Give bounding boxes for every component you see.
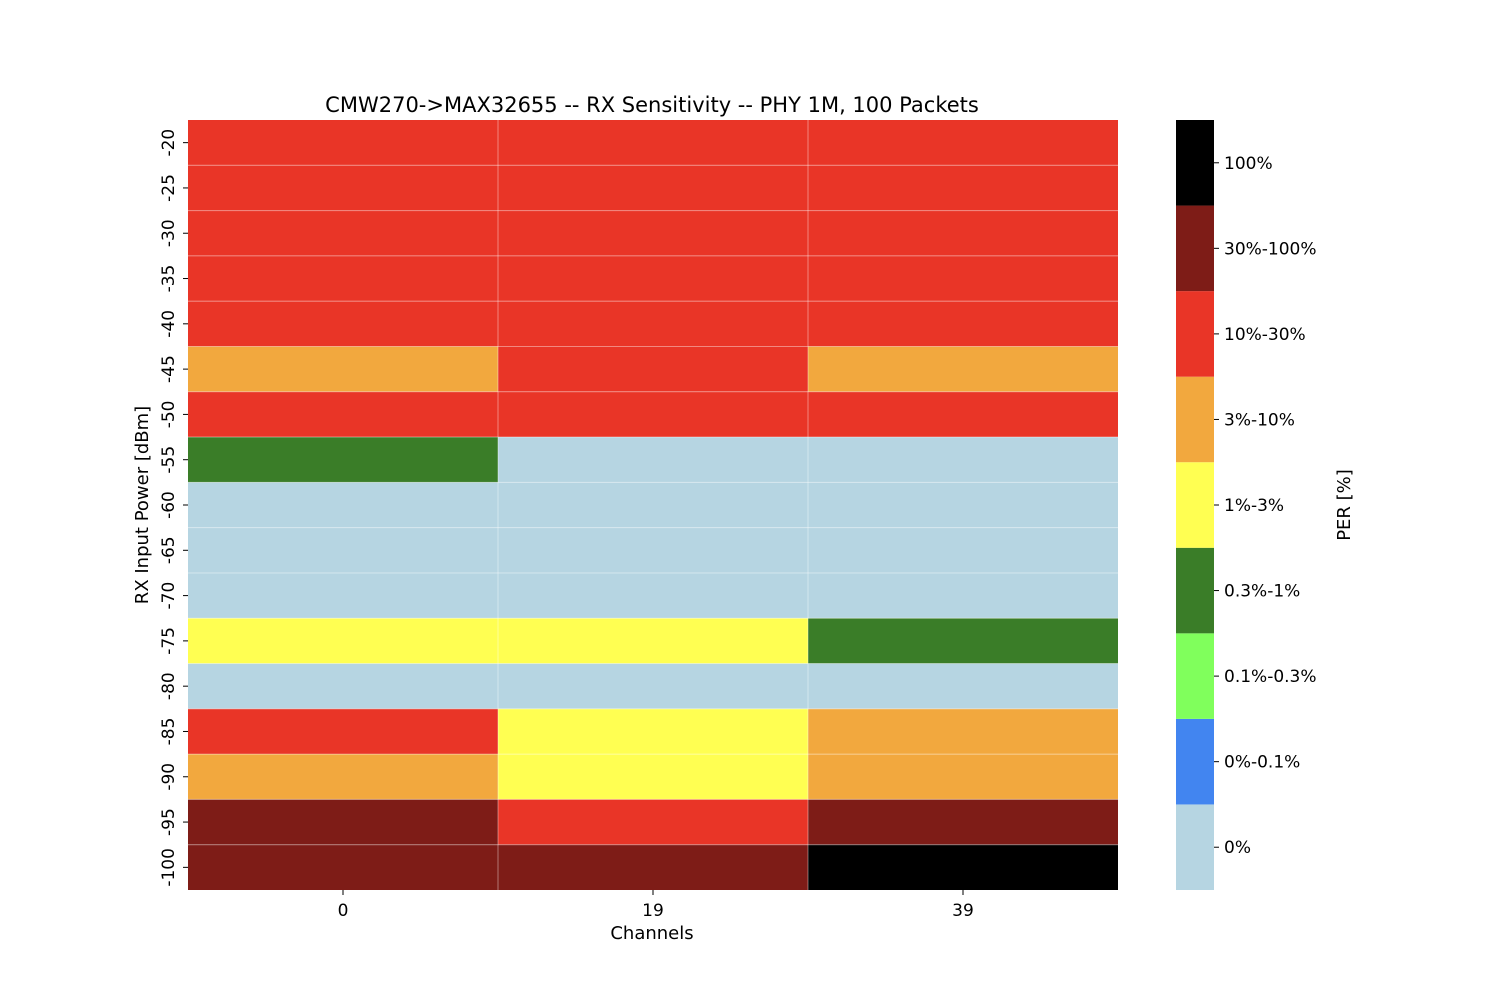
heatmap-cell xyxy=(498,799,808,845)
heatmap-cell xyxy=(188,663,498,709)
heatmap-cell xyxy=(498,391,808,438)
x-tick-label: 19 xyxy=(642,901,664,921)
y-tick-label: -60 xyxy=(159,491,179,519)
heatmap-cell xyxy=(188,210,498,256)
heatmap-cell xyxy=(808,255,1118,302)
heatmap-cell xyxy=(188,120,498,166)
colorbar-swatch xyxy=(1176,718,1214,805)
heatmap-cells xyxy=(188,120,1118,890)
colorbar-tick-label: 0.1%-0.3% xyxy=(1224,667,1317,687)
heatmap-cell xyxy=(498,482,808,528)
x-tick-label: 39 xyxy=(952,901,974,921)
heatmap-cell xyxy=(498,120,808,166)
heatmap-cell xyxy=(188,754,498,800)
colorbar-label: PER [%] xyxy=(1334,469,1355,541)
x-tick-label: 0 xyxy=(338,901,349,921)
colorbar-tick-label: 0%-0.1% xyxy=(1224,753,1300,773)
heatmap-cell xyxy=(808,391,1118,438)
y-tick-label: -90 xyxy=(159,763,179,791)
heatmap-cell xyxy=(498,708,808,755)
y-tick-label: -45 xyxy=(159,355,179,383)
heatmap-cell xyxy=(188,527,498,573)
colorbar: 0% 0%-0.1% 0.1%-0.3% 0.3%-1% 1%-3% 3%-10% 10%-… xyxy=(1176,120,1317,890)
y-tick-label: -25 xyxy=(159,174,179,202)
heatmap-cell xyxy=(808,618,1118,664)
heatmap-cell xyxy=(188,618,498,664)
y-tick-label: -20 xyxy=(159,129,179,157)
colorbar-swatch xyxy=(1176,633,1214,719)
heatmap-cell xyxy=(498,663,808,709)
heatmap-cell xyxy=(188,708,498,755)
heatmap-cell xyxy=(188,255,498,302)
colorbar-swatch xyxy=(1176,547,1214,634)
y-tick-label: -50 xyxy=(159,401,179,429)
y-tick-label: -55 xyxy=(159,446,179,474)
heatmap-cell xyxy=(808,482,1118,528)
heatmap-cell xyxy=(498,255,808,302)
heatmap-cell xyxy=(808,437,1118,483)
chart-title: CMW270->MAX32655 -- RX Sensitivity -- PH… xyxy=(325,93,979,117)
heatmap-cell xyxy=(808,301,1118,347)
y-tick-label: -70 xyxy=(159,582,179,610)
colorbar-tick-label: 10%-30% xyxy=(1224,325,1306,345)
heatmap-cell xyxy=(808,210,1118,256)
heatmap-cell xyxy=(808,527,1118,573)
y-tick-label: -30 xyxy=(159,219,179,247)
y-tick-label: -100 xyxy=(159,848,179,887)
heatmap-cell xyxy=(808,663,1118,709)
heatmap-cell xyxy=(498,754,808,800)
heatmap-cell xyxy=(188,391,498,438)
heatmap-cell xyxy=(188,482,498,528)
heatmap-cell xyxy=(808,572,1118,619)
heatmap-cell xyxy=(808,754,1118,800)
heatmap-cell xyxy=(188,346,498,392)
colorbar-swatch xyxy=(1176,804,1214,890)
y-tick-label: -75 xyxy=(159,627,179,655)
heatmap-gridlines xyxy=(188,120,1118,890)
heatmap-cell xyxy=(808,346,1118,392)
colorbar-tick-label: 3%-10% xyxy=(1224,410,1295,430)
heatmap-cell xyxy=(188,799,498,845)
heatmap-cell xyxy=(188,165,498,211)
heatmap-cell xyxy=(498,527,808,573)
y-axis-label: RX Input Power [dBm] xyxy=(132,406,153,604)
colorbar-tick-label: 0.3%-1% xyxy=(1224,582,1300,602)
x-axis-label: Channels xyxy=(610,923,693,944)
heatmap-cell xyxy=(498,844,808,890)
y-tick-label: -85 xyxy=(159,718,179,746)
heatmap-cell xyxy=(188,572,498,619)
colorbar-tick-label: 0% xyxy=(1224,838,1251,858)
heatmap-cell xyxy=(808,120,1118,166)
y-tick-label: -35 xyxy=(159,265,179,293)
y-tick-label: -40 xyxy=(159,310,179,338)
colorbar-swatch xyxy=(1176,205,1214,292)
heatmap-cell xyxy=(498,301,808,347)
heatmap-cell xyxy=(188,437,498,483)
colorbar-swatch xyxy=(1176,376,1214,463)
heatmap-cell xyxy=(498,437,808,483)
heatmap-cell xyxy=(808,708,1118,755)
y-tick-label: -65 xyxy=(159,536,179,564)
colorbar-tick-label: 100% xyxy=(1224,154,1273,174)
heatmap-cell xyxy=(498,572,808,619)
heatmap-cell xyxy=(808,844,1118,890)
colorbar-swatch xyxy=(1176,120,1214,206)
colorbar-swatch xyxy=(1176,291,1214,377)
heatmap-cell xyxy=(498,618,808,664)
heatmap-cell xyxy=(808,165,1118,211)
y-axis-ticks: -20 -25 -30 -35 -40 -45 -50 -55 -60 -65 -70 -75 -80 -… xyxy=(159,129,188,887)
y-tick-label: -95 xyxy=(159,808,179,836)
colorbar-tick-label: 30%-100% xyxy=(1224,239,1317,259)
heatmap-cell xyxy=(188,844,498,890)
colorbar-tick-label: 1%-3% xyxy=(1224,496,1284,516)
colorbar-swatch xyxy=(1176,462,1214,548)
heatmap-cell xyxy=(498,210,808,256)
y-tick-label: -80 xyxy=(159,672,179,700)
heatmap-cell xyxy=(498,346,808,392)
heatmap-cell xyxy=(808,799,1118,845)
heatmap-cell xyxy=(188,301,498,347)
x-axis-ticks: 0 19 39 xyxy=(338,890,974,921)
heatmap-cell xyxy=(498,165,808,211)
